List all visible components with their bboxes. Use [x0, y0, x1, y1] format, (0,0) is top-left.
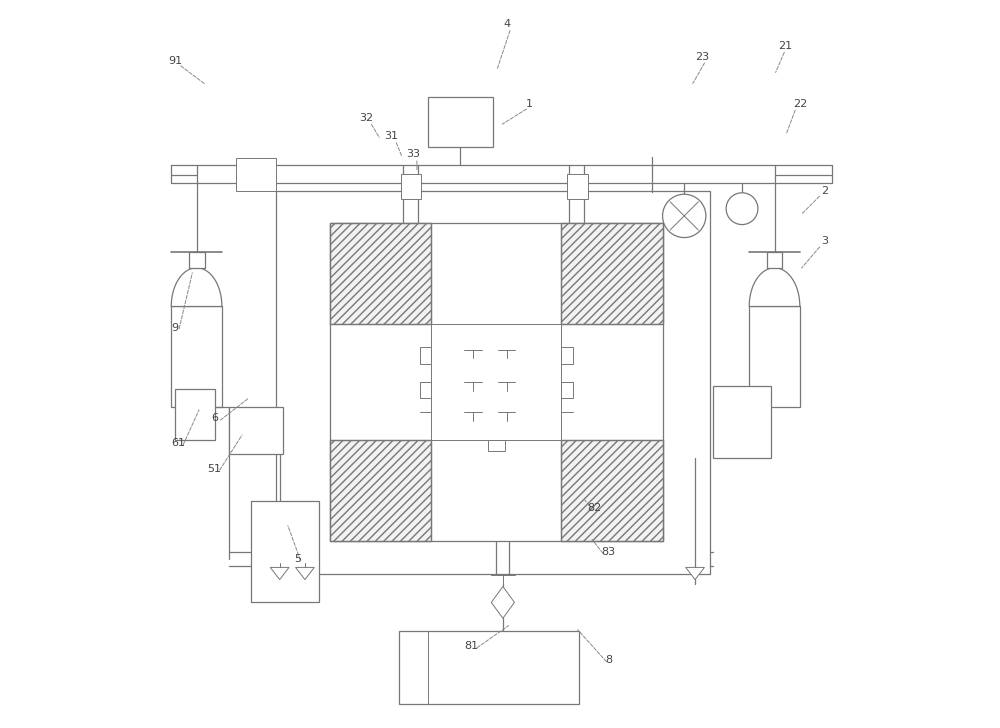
Text: 8: 8: [605, 655, 612, 665]
Bar: [428, 97, 493, 147]
Bar: [561, 223, 663, 324]
Bar: [330, 223, 663, 541]
Polygon shape: [686, 567, 704, 579]
Text: 23: 23: [695, 52, 709, 62]
Text: 4: 4: [504, 20, 511, 29]
Bar: [561, 347, 573, 364]
Bar: [276, 191, 710, 574]
Bar: [420, 347, 431, 364]
Text: 1: 1: [525, 99, 532, 109]
Bar: [171, 306, 222, 408]
Text: 6: 6: [211, 414, 218, 423]
Text: 61: 61: [172, 438, 186, 448]
Bar: [330, 223, 431, 324]
Text: 22: 22: [793, 99, 807, 109]
Text: 31: 31: [385, 132, 399, 141]
Bar: [330, 223, 431, 324]
Text: 5: 5: [294, 554, 301, 564]
Bar: [420, 382, 431, 398]
Bar: [330, 440, 431, 541]
Bar: [767, 252, 782, 268]
Bar: [561, 440, 663, 541]
Text: 91: 91: [168, 55, 182, 66]
Circle shape: [663, 194, 706, 237]
Bar: [189, 252, 205, 268]
Circle shape: [726, 193, 758, 224]
Text: 21: 21: [778, 41, 792, 51]
Bar: [561, 440, 663, 541]
Text: 9: 9: [171, 323, 178, 333]
Bar: [236, 158, 276, 191]
Bar: [713, 386, 771, 458]
Bar: [749, 306, 800, 408]
Text: 83: 83: [601, 547, 615, 557]
Text: 32: 32: [359, 114, 373, 123]
Polygon shape: [749, 268, 800, 306]
Text: 3: 3: [822, 236, 829, 246]
Bar: [561, 382, 573, 398]
Text: 33: 33: [406, 149, 420, 159]
Bar: [251, 502, 319, 602]
Bar: [401, 174, 421, 199]
Text: 2: 2: [822, 186, 829, 196]
Polygon shape: [491, 587, 514, 618]
Bar: [488, 440, 505, 451]
Bar: [431, 324, 561, 440]
Text: 82: 82: [587, 504, 601, 513]
Bar: [561, 223, 663, 324]
Polygon shape: [270, 567, 289, 579]
Bar: [175, 389, 215, 440]
Bar: [330, 440, 431, 541]
Text: 51: 51: [208, 464, 222, 474]
Polygon shape: [296, 567, 314, 579]
Polygon shape: [171, 268, 222, 306]
Text: 81: 81: [464, 641, 478, 651]
Bar: [567, 174, 588, 199]
Bar: [399, 631, 579, 703]
Bar: [229, 408, 283, 454]
